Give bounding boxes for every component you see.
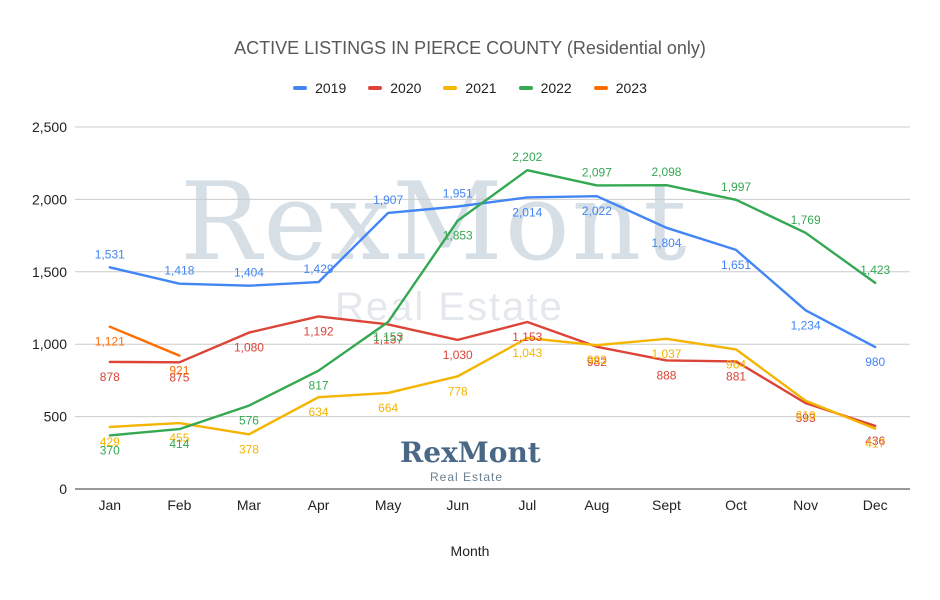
data-label: 634 <box>309 405 329 419</box>
x-tick-label: Sept <box>652 497 681 513</box>
data-label: 982 <box>587 355 607 369</box>
data-label: 2,097 <box>582 165 612 179</box>
x-tick-label: May <box>375 497 401 513</box>
data-label: 1,853 <box>443 229 473 243</box>
x-axis-label: Month <box>450 543 490 559</box>
x-tick-label: Apr <box>308 497 330 513</box>
data-label: 921 <box>169 364 189 378</box>
x-tick-label: Jan <box>99 497 122 513</box>
data-label: 1,907 <box>373 193 403 207</box>
legend-swatch <box>443 86 458 90</box>
data-label: 1,951 <box>443 186 473 200</box>
brand-logo: RexMont <box>400 436 541 469</box>
data-label: 1,429 <box>304 262 334 276</box>
data-label: 1,037 <box>651 347 681 361</box>
data-label: 964 <box>726 357 746 371</box>
data-label: 980 <box>865 355 885 369</box>
data-label: 1,997 <box>721 180 751 194</box>
data-label: 2,014 <box>512 205 542 219</box>
data-label: 576 <box>239 414 259 428</box>
series-line-2020 <box>108 315 877 428</box>
legend-item-2019: 2019 <box>293 80 346 96</box>
data-label: 1,153 <box>512 330 542 344</box>
legend-item-2023: 2023 <box>593 80 647 96</box>
data-label: 881 <box>726 369 746 383</box>
data-label: 1,030 <box>443 348 473 362</box>
legend-label: 2020 <box>390 80 422 96</box>
chart-title: ACTIVE LISTINGS IN PIERCE COUNTY (Reside… <box>234 38 706 58</box>
legend-swatch <box>368 86 383 90</box>
legend-label: 2021 <box>465 80 497 96</box>
data-label: 1,080 <box>234 341 264 355</box>
legend: 2019 2020 2021 2022 2023 <box>0 80 940 96</box>
legend-swatch <box>593 86 608 90</box>
legend-swatch <box>293 86 308 90</box>
legend-item-2022: 2022 <box>518 80 572 96</box>
watermark-brand: RexMont <box>180 160 689 285</box>
legend-item-2021: 2021 <box>443 80 497 96</box>
data-label: 817 <box>309 379 329 393</box>
data-label: 888 <box>656 368 676 382</box>
x-tick-label: Dec <box>863 497 888 513</box>
x-tick-label: Aug <box>584 497 609 513</box>
data-label: 1,418 <box>164 264 194 278</box>
data-label: 370 <box>100 443 120 457</box>
data-label: 429 <box>100 435 120 449</box>
x-tick-label: Feb <box>167 497 191 513</box>
y-tick-label: 2,500 <box>32 119 67 135</box>
data-label: 1,234 <box>791 318 821 332</box>
data-label: 417 <box>865 437 885 451</box>
data-label: 1,769 <box>791 213 821 227</box>
data-label: 1,531 <box>95 247 125 261</box>
data-label: 593 <box>796 411 816 425</box>
data-label: 1,651 <box>721 258 751 272</box>
data-label: 1,121 <box>95 335 125 349</box>
series-line-2023 <box>108 325 181 357</box>
data-label: 778 <box>448 384 468 398</box>
y-tick-label: 1,000 <box>32 336 67 352</box>
data-label: 1,804 <box>651 236 681 250</box>
data-label: 878 <box>100 370 120 384</box>
brand-logo-subtitle: Real Estate <box>430 470 504 484</box>
data-label: 2,022 <box>582 204 612 218</box>
data-label: 1,192 <box>304 324 334 338</box>
data-label: 414 <box>169 437 189 451</box>
x-tick-label: Mar <box>237 497 261 513</box>
x-tick-label: Jun <box>446 497 469 513</box>
legend-label: 2023 <box>615 80 647 96</box>
data-label: 1,423 <box>860 263 890 277</box>
legend-label: 2022 <box>540 80 572 96</box>
y-tick-label: 0 <box>59 481 67 497</box>
data-label: 610 <box>796 409 816 423</box>
data-label: 875 <box>169 370 189 384</box>
data-label: 2,202 <box>512 150 542 164</box>
data-label: 2,098 <box>651 165 681 179</box>
data-label: 378 <box>239 442 259 456</box>
data-label: 1,043 <box>512 346 542 360</box>
y-tick-label: 1,500 <box>32 264 67 280</box>
legend-item-2020: 2020 <box>368 80 421 96</box>
data-label: 993 <box>587 353 607 367</box>
series-line-2019 <box>108 194 877 349</box>
y-tick-label: 2,000 <box>32 191 67 207</box>
x-tick-label: Nov <box>793 497 818 513</box>
data-label: 436 <box>865 434 885 448</box>
series-line-2022 <box>108 168 877 437</box>
series-line-2021 <box>108 336 877 436</box>
data-label: 1,153 <box>373 330 403 344</box>
y-tick-label: 500 <box>44 409 68 425</box>
data-label: 1,137 <box>373 332 403 346</box>
data-label: 455 <box>169 431 189 445</box>
legend-label: 2019 <box>315 80 347 96</box>
data-label: 1,404 <box>234 266 264 280</box>
x-tick-label: Oct <box>725 497 747 513</box>
data-label: 664 <box>378 401 398 415</box>
legend-swatch <box>518 86 533 90</box>
x-tick-label: Jul <box>518 497 536 513</box>
